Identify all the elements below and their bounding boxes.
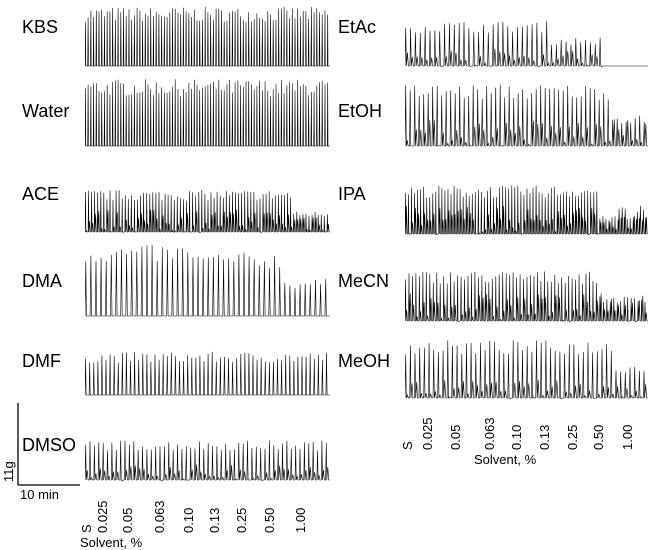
- scale-bar-y-label: 11g: [1, 461, 16, 482]
- x-axis-right-tick-label: S: [400, 441, 415, 450]
- x-axis-right-tick-label: 0.13: [537, 424, 552, 450]
- trace-label-kbs: KBS: [22, 17, 59, 37]
- trace-dmf: [85, 351, 330, 396]
- trace-label-etoh: EtOH: [338, 101, 383, 121]
- x-axis-left-tick-label: 0.025: [95, 500, 110, 533]
- trace-meoh: [405, 340, 648, 400]
- x-axis-right-tick-label: 0.025: [420, 417, 435, 450]
- scale-bar-x-label: 10 min: [20, 487, 60, 502]
- x-axis-left-tick-label: 0.05: [120, 507, 135, 533]
- trace-etoh: [405, 84, 648, 148]
- trace-dmso-line: [85, 440, 330, 482]
- trace-ipa: [405, 185, 648, 236]
- x-axis-right-tick-label: 0.05: [448, 424, 463, 450]
- x-axis-title-right: Solvent, %: [474, 452, 537, 467]
- trace-label-dma: DMA: [22, 271, 62, 291]
- trace-dma-line: [85, 244, 330, 317]
- trace-dma: [85, 244, 330, 317]
- trace-label-mecn: MeCN: [338, 271, 390, 291]
- trace-etoh-line: [405, 84, 648, 148]
- x-axis-right-tick-label: 0.50: [591, 424, 606, 450]
- trace-mecn-line: [405, 271, 648, 323]
- trace-kbs-line: [85, 6, 330, 67]
- trace-label-water: Water: [22, 101, 70, 121]
- trace-water: [85, 79, 330, 147]
- trace-water-line: [85, 79, 330, 147]
- trace-label-dmso: DMSO: [22, 435, 76, 455]
- x-axis-right-tick-label: 0.10: [509, 424, 524, 450]
- x-axis-right-tick-label: 0.063: [482, 417, 497, 450]
- x-axis-right-tick-label: 0.25: [565, 424, 580, 450]
- trace-kbs: [85, 6, 330, 67]
- trace-meoh-line: [405, 340, 648, 400]
- trace-etac-line: [405, 21, 648, 68]
- trace-etac: [405, 21, 648, 68]
- x-axis-left-tick-label: 0.25: [234, 507, 249, 533]
- trace-label-etac: EtAc: [338, 17, 377, 37]
- x-axis-left-tick-label: 1.00: [293, 507, 308, 533]
- trace-ipa-line: [405, 185, 648, 236]
- x-axis-left-tick-label: 0.13: [207, 507, 222, 533]
- x-axis-left-tick-label: S: [79, 524, 94, 533]
- x-axis-left-tick-label: 0.063: [152, 500, 167, 533]
- trace-dmso: [85, 440, 330, 482]
- trace-dmf-line: [85, 351, 330, 396]
- x-axis-title-left: Solvent, %: [80, 535, 143, 550]
- trace-label-ace: ACE: [22, 184, 60, 204]
- trace-label-ipa: IPA: [338, 184, 366, 204]
- x-axis-left-tick-label: 0.10: [181, 507, 196, 533]
- x-axis-right-tick-label: 1.00: [620, 424, 635, 450]
- x-axis-left-tick-label: 0.50: [262, 507, 277, 533]
- trace-mecn: [405, 271, 648, 323]
- trace-label-meoh: MeOH: [338, 351, 391, 371]
- trace-label-dmf: DMF: [22, 351, 61, 371]
- trace-ace: [85, 189, 330, 234]
- trace-ace-line: [85, 189, 330, 234]
